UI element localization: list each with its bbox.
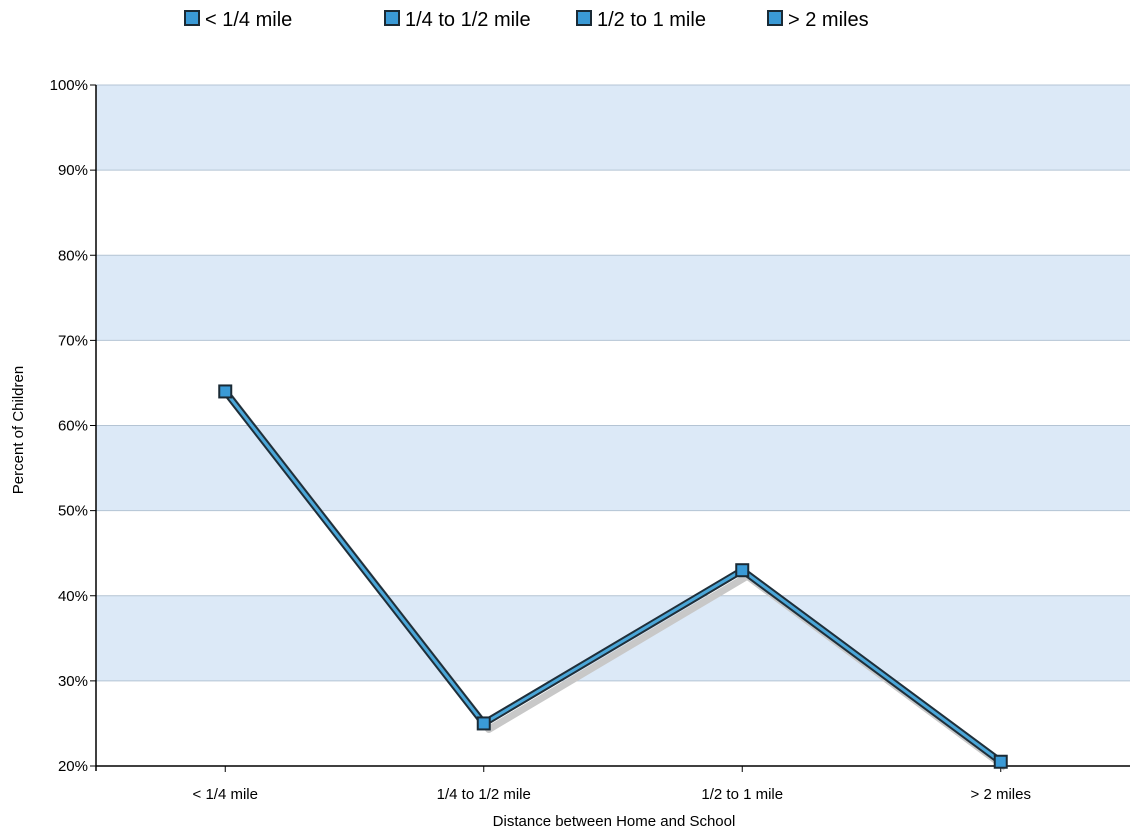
background-band bbox=[96, 425, 1130, 511]
y-tick-label: 70% bbox=[58, 332, 88, 349]
data-point-marker bbox=[476, 716, 491, 731]
background-band bbox=[96, 595, 1130, 681]
y-tick-label: 100% bbox=[50, 77, 88, 94]
legend-swatch bbox=[184, 10, 200, 26]
series-line-path bbox=[224, 390, 1002, 763]
y-axis-ticks: 20% 30% 40% 50% 60% 70% 80% 90% 100% bbox=[50, 77, 96, 775]
series-markers bbox=[218, 384, 1008, 769]
data-point-marker bbox=[993, 754, 1008, 769]
series-line bbox=[222, 389, 1008, 771]
y-tick-label: 60% bbox=[58, 418, 88, 435]
y-tick-label: 80% bbox=[58, 247, 88, 264]
legend-label: < 1/4 mile bbox=[205, 9, 292, 31]
background-bands bbox=[96, 85, 1130, 681]
y-axis-title: Percent of Children bbox=[10, 366, 27, 494]
gridlines bbox=[96, 84, 1130, 682]
background-band bbox=[96, 85, 1130, 171]
background-band bbox=[96, 255, 1130, 341]
y-tick-label: 50% bbox=[58, 503, 88, 520]
legend: < 1/4 mile 1/4 to 1/2 mile 1/2 to 1 mile > … bbox=[184, 9, 869, 31]
data-point-marker bbox=[735, 563, 750, 578]
y-tick-label: 20% bbox=[58, 758, 88, 775]
x-axis-title: Distance between Home and School bbox=[493, 813, 736, 830]
x-tick-label: 1/4 to 1/2 mile bbox=[437, 786, 531, 803]
legend-label: 1/4 to 1/2 mile bbox=[405, 9, 531, 31]
y-tick-label: 40% bbox=[58, 588, 88, 605]
legend-label: > 2 miles bbox=[788, 9, 869, 31]
x-tick-label: > 2 miles bbox=[971, 786, 1031, 803]
legend-swatch bbox=[767, 10, 783, 26]
data-point-marker bbox=[218, 384, 233, 399]
x-axis-ticks: < 1/4 mile 1/4 to 1/2 mile 1/2 to 1 mile > … bbox=[193, 766, 1031, 803]
axes bbox=[95, 85, 1130, 771]
legend-swatch bbox=[384, 10, 400, 26]
y-tick-label: 90% bbox=[58, 162, 88, 179]
x-tick-label: < 1/4 mile bbox=[193, 786, 258, 803]
y-tick-label: 30% bbox=[58, 673, 88, 690]
legend-swatch bbox=[576, 10, 592, 26]
x-tick-label: 1/2 to 1 mile bbox=[701, 786, 783, 803]
legend-label: 1/2 to 1 mile bbox=[597, 9, 706, 31]
